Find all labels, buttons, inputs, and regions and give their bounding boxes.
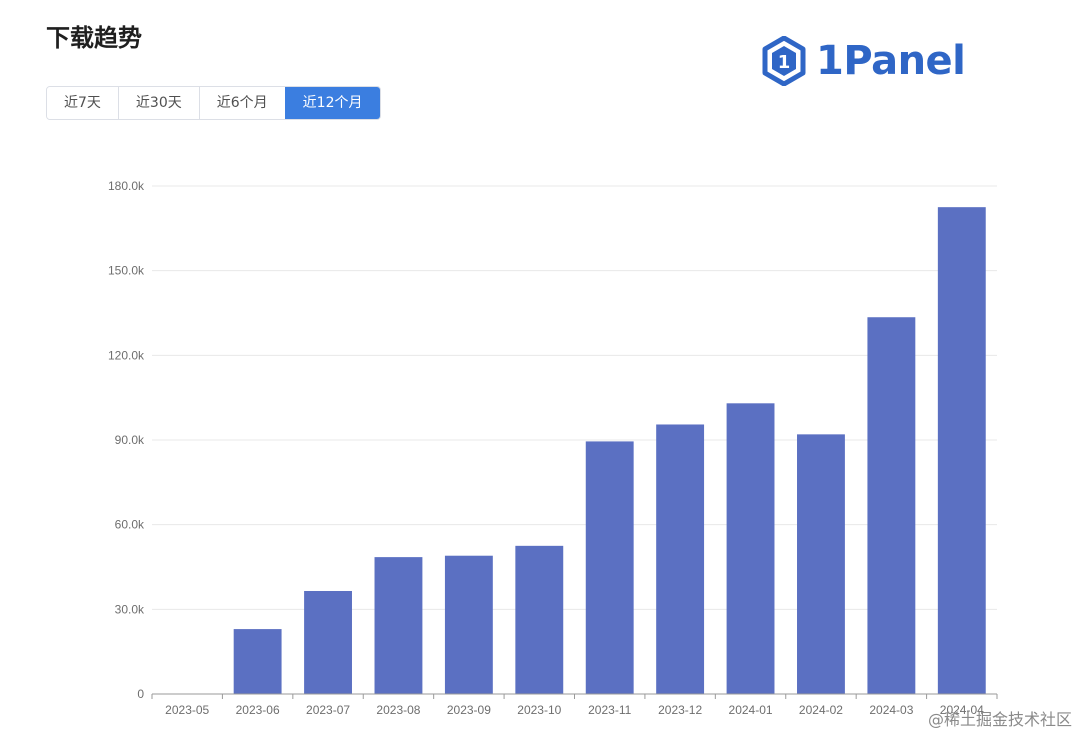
bar[interactable] [304, 590, 352, 694]
logo: 1 1Panel [762, 36, 966, 86]
x-tick-label: 2023-05 [165, 703, 209, 717]
hexagon-logo-icon: 1 [762, 36, 806, 86]
bar[interactable] [585, 441, 634, 694]
x-tick-label: 2024-03 [869, 703, 913, 717]
x-tick-label: 2023-09 [447, 703, 491, 717]
tab-6-months[interactable]: 近6个月 [198, 87, 285, 119]
y-tick-label: 150.0k [108, 264, 145, 278]
watermark: @稀土掘金技术社区 [927, 710, 1072, 729]
x-tick-label: 2023-12 [658, 703, 702, 717]
y-tick-label: 0 [137, 687, 144, 701]
bar[interactable] [233, 629, 282, 694]
x-tick-label: 2023-07 [306, 703, 350, 717]
bar[interactable] [444, 555, 493, 694]
bar[interactable] [726, 403, 775, 694]
y-tick-label: 60.0k [115, 518, 145, 532]
svg-text:1: 1 [778, 52, 791, 73]
tab-7-days[interactable]: 近7天 [47, 87, 118, 119]
x-tick-label: 2023-11 [588, 703, 631, 717]
x-tick-label: 2024-01 [729, 703, 773, 717]
y-tick-label: 180.0k [108, 179, 145, 193]
page-title: 下载趋势 [46, 24, 142, 52]
x-tick-label: 2024-04 [940, 703, 984, 717]
bar[interactable] [867, 317, 916, 694]
bar[interactable] [937, 207, 986, 694]
tab-30-days[interactable]: 近30天 [117, 87, 199, 119]
logo-text: 1Panel [816, 38, 966, 84]
x-tick-label: 2023-10 [517, 703, 561, 717]
tab-12-months[interactable]: 近12个月 [284, 87, 380, 119]
y-tick-label: 30.0k [115, 602, 145, 616]
x-tick-label: 2023-06 [236, 703, 280, 717]
time-range-tabs: 近7天 近30天 近6个月 近12个月 [46, 86, 381, 120]
y-tick-label: 120.0k [108, 348, 145, 362]
x-tick-label: 2024-02 [799, 703, 843, 717]
bar[interactable] [515, 545, 564, 694]
y-tick-label: 90.0k [115, 433, 145, 447]
bar[interactable] [656, 424, 705, 694]
bar[interactable] [797, 434, 845, 694]
x-tick-label: 2023-08 [376, 703, 420, 717]
bar[interactable] [374, 557, 423, 694]
